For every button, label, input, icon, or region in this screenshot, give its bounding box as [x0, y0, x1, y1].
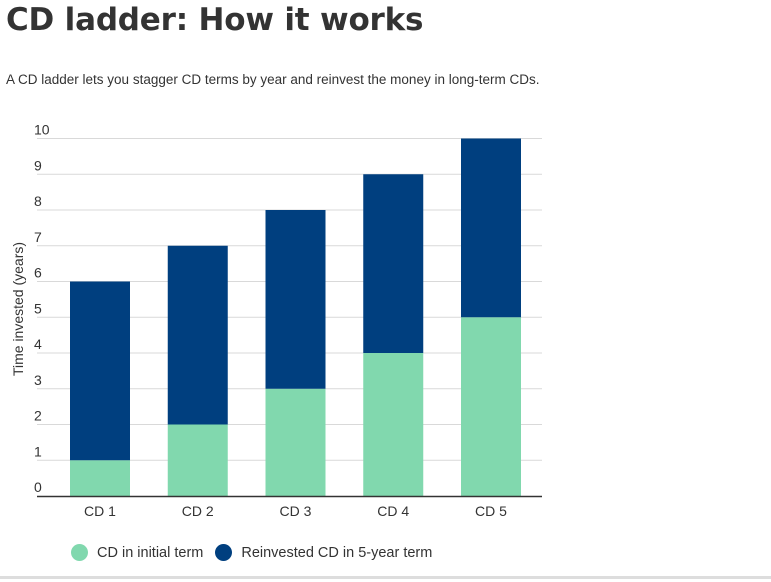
legend-swatch-initial [71, 544, 88, 561]
bar-initial-cd-4 [363, 353, 424, 496]
legend: CD in initial term Reinvested CD in 5-ye… [71, 544, 444, 561]
y-tick-label-0: 0 [34, 479, 42, 495]
chart-subtitle: A CD ladder lets you stagger CD terms by… [6, 72, 540, 87]
y-tick-label-4: 4 [34, 336, 42, 352]
bar-reinvested-cd-4 [363, 174, 424, 353]
x-axis-ticks: CD 1 CD 2 CD 3 CD 4 CD 5 [84, 503, 507, 519]
legend-item-initial: CD in initial term [71, 544, 203, 561]
y-tick-label-7: 7 [34, 229, 42, 245]
y-tick-label-10: 10 [34, 122, 50, 138]
bar-initial-cd-3 [265, 388, 326, 496]
x-tick-label-cd-4: CD 4 [377, 503, 409, 519]
legend-swatch-reinvested [215, 544, 233, 561]
bar-reinvested-cd-2 [167, 245, 228, 425]
legend-label-initial: CD in initial term [97, 544, 204, 561]
y-tick-label-6: 6 [34, 265, 42, 281]
y-tick-label-5: 5 [34, 300, 42, 316]
y-tick-label-3: 3 [34, 372, 42, 388]
y-axis-ticks: 0 1 2 3 4 5 6 7 8 9 10 [34, 122, 50, 496]
x-tick-label-cd-1: CD 1 [84, 503, 116, 519]
y-tick-label-1: 1 [34, 443, 42, 459]
y-axis-title: Time invested (years) [10, 242, 26, 376]
x-tick-label-cd-3: CD 3 [280, 503, 312, 519]
chart-title: CD ladder: How it works [6, 2, 424, 38]
x-tick-label-cd-2: CD 2 [182, 503, 214, 519]
bar-reinvested-cd-5 [461, 138, 521, 318]
bar-initial-cd-1 [70, 460, 130, 496]
bar-reinvested-cd-3 [265, 210, 326, 389]
bar-initial-cd-2 [167, 424, 228, 496]
legend-item-reinvested: Reinvested CD in 5-year term [215, 544, 432, 561]
y-tick-label-2: 2 [34, 408, 42, 424]
x-tick-label-cd-5: CD 5 [475, 503, 507, 519]
y-tick-label-8: 8 [34, 193, 42, 209]
bottom-divider [0, 576, 771, 579]
legend-label-reinvested: Reinvested CD in 5-year term [241, 544, 433, 561]
bar-initial-cd-5 [461, 317, 521, 496]
stacked-bar-chart: 0 1 2 3 4 5 6 7 8 9 10 CD 1 CD 2 CD 3 CD 4 CD 5 Time i… [10, 122, 542, 519]
y-tick-label-9: 9 [34, 157, 42, 173]
bar-reinvested-cd-1 [70, 281, 130, 461]
bars [70, 138, 521, 496]
